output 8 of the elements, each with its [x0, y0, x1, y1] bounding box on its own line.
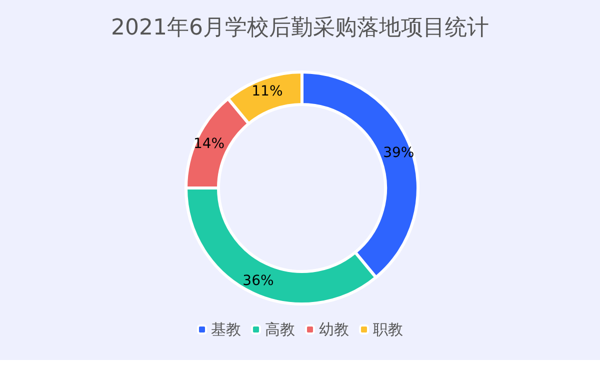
data-label: 11%: [252, 83, 283, 100]
legend-label: 职教: [373, 320, 403, 338]
chart-title: 2021年6月学校后勤采购落地项目统计: [111, 16, 489, 40]
legend-label: 高教: [265, 320, 295, 338]
data-label: 14%: [193, 136, 225, 152]
legend-label: 基教: [211, 320, 241, 338]
data-label: 36%: [242, 272, 274, 289]
legend-label: 幼教: [319, 320, 349, 338]
